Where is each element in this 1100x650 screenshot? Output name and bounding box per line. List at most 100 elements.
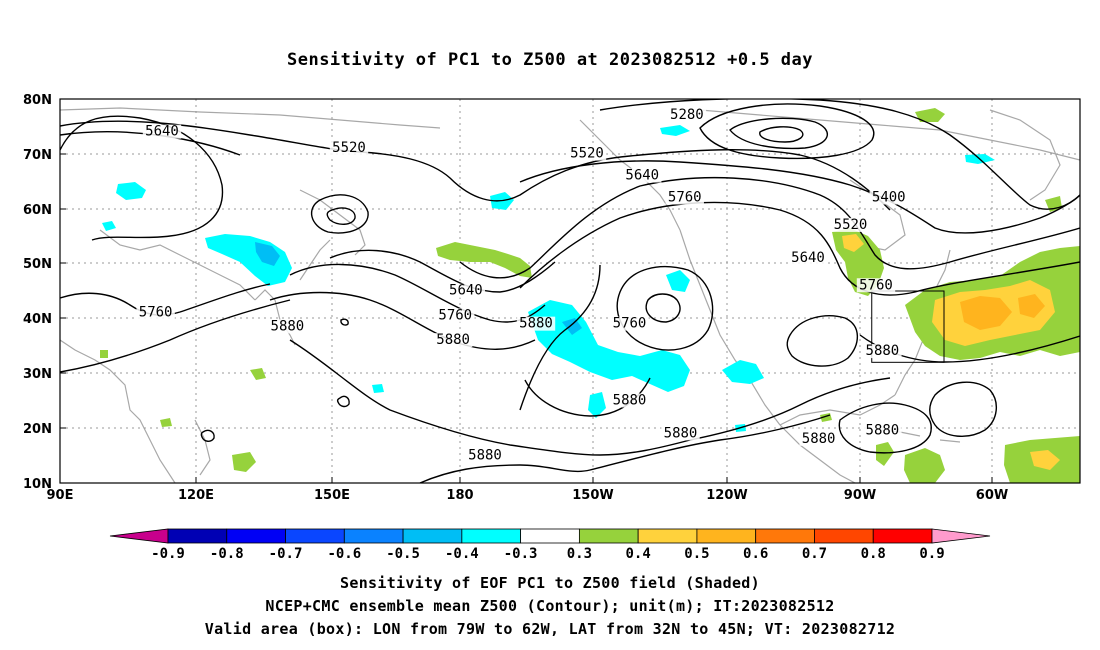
colorbar-cell: [520, 528, 580, 544]
shade-pos-canada-core: [842, 234, 864, 252]
contour-small-loop-b: [200, 429, 215, 442]
colorbar-label: -0.4: [445, 546, 479, 562]
shade-pos-caribbean: [904, 448, 945, 483]
contour-label: 5880: [613, 392, 647, 408]
contour-5280-inner2: [759, 126, 804, 143]
shade-pos-small-c: [100, 350, 108, 358]
contour-label-bg: [856, 278, 896, 293]
contour-label: 5760: [139, 305, 173, 321]
colorbar-cell: [637, 528, 698, 544]
contour-5280-inner1: [729, 117, 828, 150]
colorbar-low-end: [109, 528, 169, 544]
lon-label-90e: 90E: [47, 488, 74, 503]
colorbar: -0.9 -0.8 -0.7 -0.6 -0.5 -0.4 -0.3 0.3 0.4 0.5 0.6…: [109, 528, 991, 562]
contour-label-bg: [516, 316, 556, 331]
contour-label-bg: [142, 124, 182, 139]
shade-pos-pacific-north: [436, 242, 532, 278]
contour-5520-east: [519, 160, 1080, 234]
contour-label-bg: [268, 319, 307, 334]
contour-label-bg: [869, 190, 908, 205]
shade-neg-arctic-a: [660, 125, 690, 136]
shade-neg-east-asia-core: [255, 242, 280, 266]
contour-small-loop-a: [336, 395, 350, 408]
colorbar-cell: [402, 528, 463, 544]
colorbar-label: 0.8: [861, 546, 886, 562]
shade-pos-small-b: [160, 418, 172, 427]
contour-5880-big-pacific: [289, 339, 891, 456]
shade-pos-small-a: [250, 368, 266, 380]
colorbar-cell: [285, 528, 345, 544]
contour-label-bg: [667, 108, 707, 123]
shade-pos-atlantic-south-core: [1030, 450, 1060, 470]
colorbar-cell: [167, 528, 228, 544]
contour-label-bg: [863, 344, 902, 359]
contour-label: 5280: [670, 107, 704, 123]
contour-5880-gulf: [838, 402, 932, 454]
contour-5280-loop: [699, 103, 875, 160]
contour-label: 5520: [570, 146, 604, 162]
contour-label-bg: [799, 431, 838, 446]
contour-5640-central: [329, 249, 556, 293]
shade-neg-small-1: [372, 384, 384, 393]
coastline-korea-japan: [254, 239, 331, 346]
colorbar-cell: [872, 528, 933, 544]
colorbar-cell: [226, 528, 286, 544]
contour-5880-subtrop: [519, 264, 601, 411]
shade-neg-siberia-small: [102, 221, 116, 231]
contour-5880-atlantic-high: [929, 381, 997, 437]
contour-5880-central: [269, 291, 536, 350]
contour-closed-east-pac: [786, 315, 859, 367]
contour-label: 5640: [145, 124, 179, 140]
shade-pos-mexico: [876, 442, 894, 466]
contour-5880-west: [60, 299, 291, 373]
colorbar-cell: [578, 528, 639, 544]
contour-5760-east: [519, 201, 1080, 296]
contour-label-bg: [788, 250, 828, 265]
contour-label: 5640: [449, 283, 483, 299]
colorbar-label: 0.6: [743, 546, 768, 562]
shade-neg-alaska-south: [666, 270, 690, 292]
coastline-china-north: [99, 229, 256, 301]
contour-label: 5640: [625, 168, 659, 184]
colorbar-label: 0.9: [919, 546, 944, 562]
caption-line-2: NCEP+CMC ensemble mean Z500 (Contour); u…: [265, 597, 835, 615]
contour-label-bg: [465, 448, 505, 463]
negative-sensitivity-shading: [102, 125, 995, 432]
contour-label-bg: [661, 426, 700, 441]
lon-label-150w: 150W: [572, 488, 613, 503]
contour-label: 5880: [468, 447, 502, 463]
coastline-north-america-north: [699, 109, 1080, 161]
shade-neg-siberia: [116, 182, 146, 200]
lon-label-60w: 60W: [976, 488, 1008, 503]
lat-label-80n: 80N: [23, 93, 52, 108]
latitude-labels: 80N 70N 60N 50N 40N 30N 20N 10N: [23, 93, 52, 492]
lat-label-60n: 60N: [23, 203, 52, 218]
map-frame: [59, 98, 1081, 484]
lon-label-120w: 120W: [706, 488, 747, 503]
chart-title: Sensitivity of PC1 to Z500 at 2023082512…: [286, 50, 813, 70]
contour-5760-central: [289, 263, 546, 323]
colorbar-labels: -0.9 -0.8 -0.7 -0.6 -0.5 -0.4 -0.3 0.3 0.4 0.5 0.6…: [151, 546, 945, 562]
lat-label-10n: 10N: [23, 477, 52, 492]
colorbar-label: -0.7: [269, 546, 303, 562]
lon-label-150e: 150E: [314, 488, 350, 503]
contour-low-5760: [616, 265, 714, 351]
contour-label-bg: [665, 190, 704, 205]
contour-closed-150e: [310, 194, 369, 234]
contour-label: 5880: [866, 423, 900, 439]
contour-5640-west: [60, 115, 224, 241]
contour-label-bg: [446, 283, 486, 298]
lon-label-120e: 120E: [178, 488, 214, 503]
contour-label: 5880: [436, 332, 470, 348]
contour-label-bg: [136, 305, 175, 320]
contour-label: 5760: [859, 277, 893, 293]
colorbar-label: 0.4: [626, 546, 651, 562]
contour-5880-south: [419, 414, 831, 483]
coastline-philippines: [194, 419, 211, 476]
lat-label-40n: 40N: [23, 312, 52, 327]
colorbar-label: 0.5: [684, 546, 709, 562]
shade-pos-west-pacific: [232, 452, 256, 472]
contour-label: 5520: [834, 217, 868, 233]
coastline-siberia: [60, 107, 441, 129]
longitude-labels: 90E 120E 150E 180 150W 120W 90W 60W: [47, 488, 1009, 503]
